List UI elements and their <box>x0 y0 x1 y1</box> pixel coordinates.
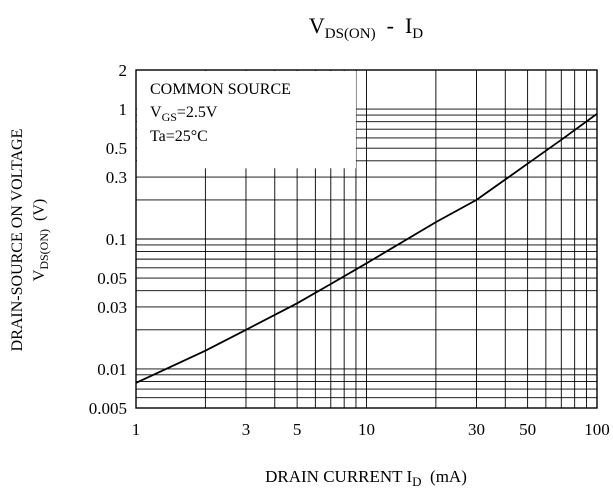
xlabel-unit: (mA) <box>422 467 467 486</box>
chart-title: VDS(ON) - ID <box>309 13 423 42</box>
y-tick-label: 0.3 <box>106 168 127 187</box>
y-tick-label: 0.05 <box>97 269 127 288</box>
xlabel-main: DRAIN CURRENT I <box>265 467 412 486</box>
x-tick-label: 3 <box>242 420 251 439</box>
xlabel-sub: D <box>412 474 421 489</box>
title-main2: I <box>405 13 412 38</box>
y-tick-label: 0.005 <box>89 399 127 418</box>
ylabel-unit: (V) <box>31 199 48 229</box>
title-main: V <box>309 13 325 38</box>
x-tick-label: 1 <box>132 420 141 439</box>
ylabel-sub: DS(ON) <box>37 229 51 270</box>
title-sub2: D <box>412 26 423 42</box>
legend-vgs-rest: =2.5V <box>177 104 218 121</box>
ylabel-line2: VDS(ON) (V) <box>31 199 51 281</box>
legend-box <box>137 71 356 169</box>
x-tick-label: 30 <box>468 420 485 439</box>
y-tick-label: 0.03 <box>97 298 127 317</box>
plot-frame <box>135 69 598 409</box>
x-tick-labels: 1 3 5 10 30 50 100 <box>132 420 610 439</box>
legend-line-vgs: VGS=2.5V <box>150 104 218 124</box>
ylabel-main: V <box>31 269 48 281</box>
y-axis-label: DRAIN-SOURCE ON VOLTAGE VDS(ON) (V) <box>9 129 51 352</box>
y-tick-labels: 0.005 0.01 0.03 0.05 0.1 0.3 0.5 1 2 <box>89 61 127 418</box>
legend-vgs-sub: GS <box>162 110 177 124</box>
y-tick-label: 1 <box>119 100 128 119</box>
legend-line-common-source: COMMON SOURCE <box>150 81 291 98</box>
x-tick-label: 50 <box>519 420 536 439</box>
title-sep: - <box>376 13 405 38</box>
legend-vgs-main: V <box>150 104 162 121</box>
x-tick-label: 10 <box>358 420 375 439</box>
y-tick-label: 0.1 <box>106 230 127 249</box>
y-tick-label: 0.5 <box>106 139 127 158</box>
y-tick-label: 2 <box>119 61 128 80</box>
legend-line-ta: Ta=25°C <box>150 128 208 145</box>
x-axis-label: DRAIN CURRENT ID (mA) <box>265 467 467 489</box>
title-sub: DS(ON) <box>325 26 376 42</box>
x-tick-label: 5 <box>293 420 302 439</box>
y-tick-label: 0.01 <box>97 360 127 379</box>
x-tick-label: 100 <box>584 420 610 439</box>
ylabel-line1: DRAIN-SOURCE ON VOLTAGE <box>9 129 26 352</box>
series-line-vds-on <box>135 113 598 384</box>
